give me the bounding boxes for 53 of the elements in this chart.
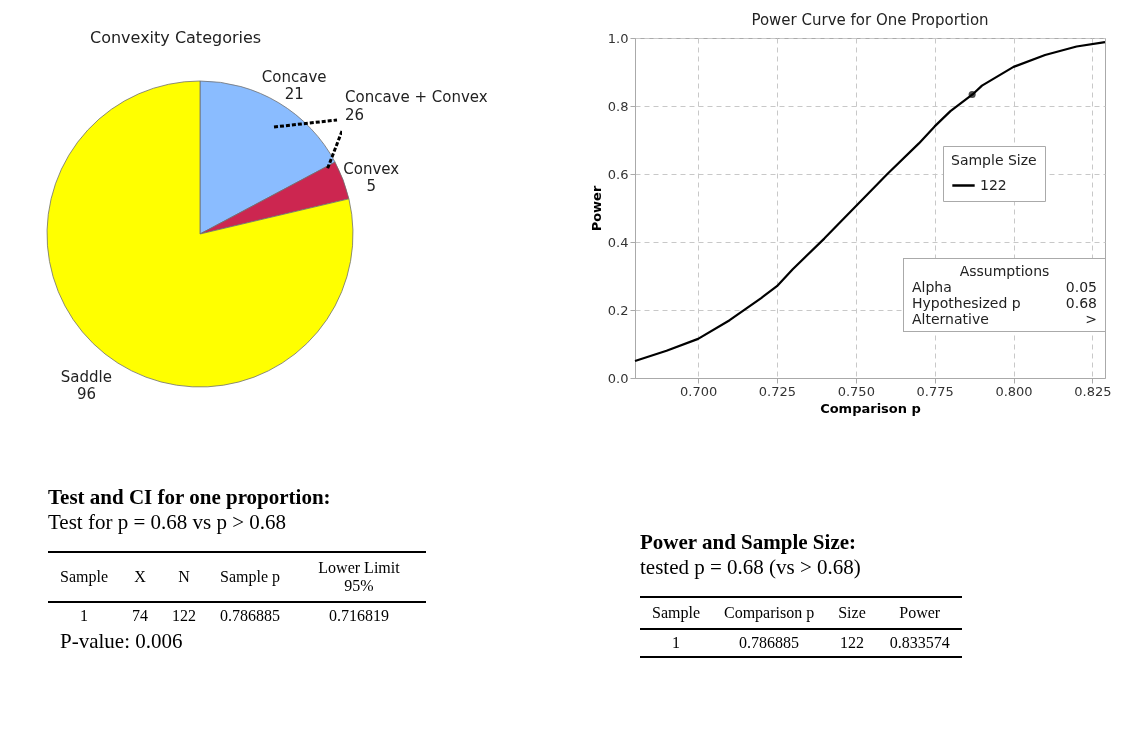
text: Power and Sample Size: — [640, 530, 858, 555]
data-label: 21 — [284, 85, 304, 104]
text: Concave + Convex 26 — [345, 88, 488, 124]
legend-title: Sample Size — [951, 152, 1037, 168]
x-tick-label: 0.700 — [679, 383, 718, 399]
category-label: Comparison p — [712, 597, 827, 629]
text: Hypothesized p 0.68 — [912, 295, 1097, 311]
y-tick-label: 0.2 — [607, 302, 629, 318]
x-tick-label: 0.800 — [995, 383, 1033, 399]
text: Alpha 0.05 — [912, 279, 1097, 295]
x-tick-label: 0.750 — [837, 383, 875, 399]
text: Test and CI for one proportion: — [48, 485, 332, 510]
y-tick-label: 0.0 — [607, 370, 629, 386]
y-tick-label: 0.4 — [607, 234, 629, 250]
data-label: 0.716819 — [328, 606, 390, 626]
x-tick-label: 0.825 — [1074, 383, 1112, 399]
text: Alternative > — [912, 311, 1097, 327]
category-label: Power — [877, 597, 962, 629]
data-label: 1 — [79, 606, 89, 626]
text: Test for p = 0.68 vs p > 0.68 — [48, 510, 288, 535]
data-label: 122 — [171, 606, 197, 626]
x-axis-title: Comparison p — [820, 400, 921, 416]
slice-label: Saddle — [60, 368, 113, 387]
data-label: 0.786885 — [738, 633, 801, 653]
data-label: 0.786885 — [219, 606, 281, 626]
category-label: Sample p — [208, 552, 292, 602]
chart-title: Convexity Categories — [90, 28, 262, 47]
category-label: X — [120, 552, 160, 602]
line-series — [633, 40, 1107, 363]
y-tick-label: 0.8 — [607, 98, 629, 114]
y-axis-title: Power — [588, 185, 604, 232]
data-label: 0.833574 — [888, 633, 951, 653]
text: tested p = 0.68 (vs > 0.68) — [640, 555, 862, 580]
data-label: 74 — [131, 606, 149, 626]
x-tick-label: 0.775 — [916, 383, 954, 399]
data-label: 5 — [366, 177, 377, 196]
chart-title: Power Curve for One Proportion — [751, 11, 989, 29]
text: P-value: 0.006 — [59, 629, 184, 654]
category-label: N — [160, 552, 208, 602]
slice-label: Concave — [261, 68, 327, 87]
slice-label: Convex — [343, 160, 400, 179]
category-label: Lower Limit 95% — [292, 552, 426, 602]
data-label: 122 — [839, 633, 865, 653]
legend-label: 122 — [980, 176, 1007, 193]
category-label: Size — [826, 597, 878, 629]
x-tick-label: 0.725 — [758, 383, 797, 399]
annotation: Assumptions — [959, 263, 1050, 279]
category-label: Sample — [640, 597, 712, 629]
data-label: 1 — [671, 633, 681, 653]
y-tick-label: 1.0 — [607, 30, 629, 46]
data-label: 96 — [76, 385, 96, 404]
y-tick-label: 0.6 — [607, 166, 629, 182]
category-label: Sample — [48, 552, 120, 602]
